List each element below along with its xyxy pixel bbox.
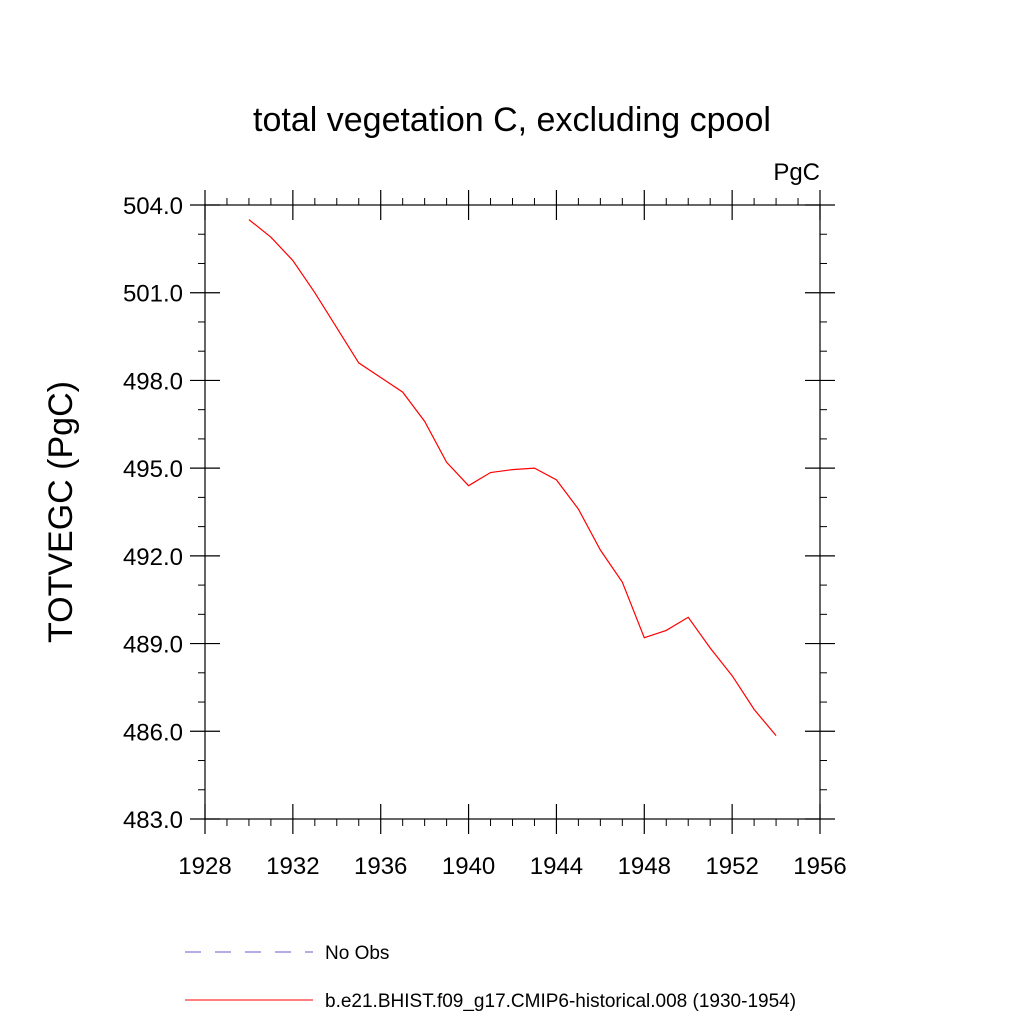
y-tick-label: 489.0 <box>123 632 183 659</box>
x-tick-label: 1956 <box>793 853 846 880</box>
y-tick-label: 492.0 <box>123 544 183 571</box>
x-tick-label: 1952 <box>705 853 758 880</box>
y-tick-label: 501.0 <box>123 281 183 308</box>
y-tick-label: 483.0 <box>123 807 183 834</box>
axis-tick-labels: 1928 1932 1936 1940 1944 1948 1952 1956 483.0 486… <box>123 193 847 880</box>
y-tick-label: 498.0 <box>123 368 183 395</box>
x-tick-label: 1928 <box>178 853 231 880</box>
x-tick-label: 1940 <box>442 853 495 880</box>
x-tick-label: 1948 <box>618 853 671 880</box>
series-layer <box>248 219 777 737</box>
units-label: PgC <box>773 159 820 186</box>
y-axis-label: TOTVEGC (PgC) <box>42 381 80 643</box>
x-tick-label: 1936 <box>354 853 407 880</box>
legend-label: b.e21.BHIST.f09_g17.CMIP6-historical.008… <box>325 991 796 1012</box>
y-tick-label: 486.0 <box>123 719 183 746</box>
x-tick-label: 1932 <box>266 853 319 880</box>
chart-title: total vegetation C, excluding cpool <box>253 101 771 139</box>
series-line <box>248 219 777 737</box>
y-tick-label: 495.0 <box>123 456 183 483</box>
legend-label: No Obs <box>325 943 389 964</box>
x-tick-label: 1944 <box>530 853 583 880</box>
axis-ticks <box>190 190 835 834</box>
plot-frame <box>204 204 821 820</box>
legend: No Obs b.e21.BHIST.f09_g17.CMIP6-historic… <box>185 943 796 1012</box>
y-tick-label: 504.0 <box>123 193 183 220</box>
